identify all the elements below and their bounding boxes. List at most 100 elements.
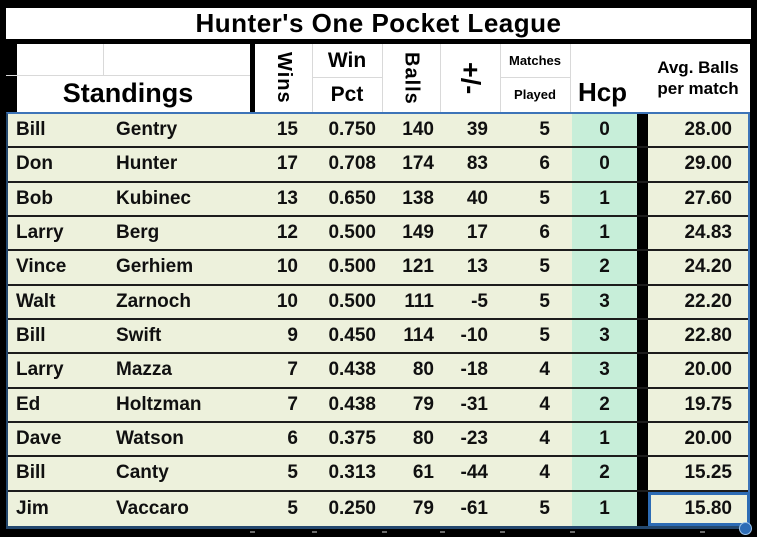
cell-balls[interactable]: 140 bbox=[402, 119, 434, 141]
cell-wins[interactable]: 12 bbox=[276, 222, 298, 244]
cell-avg[interactable]: 19.75 bbox=[684, 393, 732, 415]
cell-last[interactable]: Gentry bbox=[116, 119, 178, 141]
cell-first[interactable]: Ed bbox=[16, 393, 41, 415]
cell-avg[interactable]: 22.80 bbox=[684, 325, 732, 347]
cell-wins[interactable]: 17 bbox=[276, 153, 298, 175]
cell-hcp[interactable]: 2 bbox=[572, 457, 637, 490]
cell-first[interactable]: Bill bbox=[16, 119, 46, 141]
cell-wins[interactable]: 9 bbox=[287, 325, 298, 347]
cell-matches[interactable]: 5 bbox=[539, 187, 550, 209]
cell-avg[interactable]: 28.00 bbox=[684, 119, 732, 141]
cell-hcp[interactable]: 0 bbox=[572, 114, 637, 147]
cell-balls[interactable]: 79 bbox=[412, 497, 434, 519]
cell-last[interactable]: Zarnoch bbox=[116, 290, 191, 312]
cell-hcp[interactable]: 3 bbox=[572, 319, 637, 353]
cell-pm[interactable]: -23 bbox=[460, 428, 488, 450]
cell-pct[interactable]: 0.500 bbox=[328, 290, 376, 312]
cell-pct[interactable]: 0.438 bbox=[328, 393, 376, 415]
cell-hcp[interactable]: 2 bbox=[572, 251, 637, 284]
cell-hcp[interactable]: 2 bbox=[572, 388, 637, 421]
cell-pm[interactable]: 13 bbox=[466, 256, 488, 278]
cell-first[interactable]: Bill bbox=[16, 325, 46, 347]
cell-hcp[interactable]: 1 bbox=[572, 491, 637, 526]
column-header-hcp[interactable]: Hcp bbox=[577, 77, 628, 107]
column-header-win-pct-line1[interactable]: Win bbox=[327, 48, 367, 72]
cell-first[interactable]: Walt bbox=[16, 290, 56, 312]
column-header-matches-line2[interactable]: Played bbox=[514, 87, 556, 102]
cell-first[interactable]: Bob bbox=[16, 187, 53, 209]
cell-pct[interactable]: 0.250 bbox=[328, 497, 376, 519]
cell-hcp[interactable]: 1 bbox=[572, 216, 637, 250]
cell-balls[interactable]: 80 bbox=[412, 428, 434, 450]
cell-balls[interactable]: 138 bbox=[402, 187, 434, 209]
cell-wins[interactable]: 5 bbox=[287, 462, 298, 484]
cell-first[interactable]: Dave bbox=[16, 428, 62, 450]
cell-pm[interactable]: -61 bbox=[460, 497, 488, 519]
column-header-standings[interactable]: Standings bbox=[62, 78, 194, 108]
cell-pct[interactable]: 0.708 bbox=[328, 153, 376, 175]
cell-wins[interactable]: 15 bbox=[276, 119, 298, 141]
cell-last[interactable]: Hunter bbox=[116, 153, 178, 175]
cell-balls[interactable]: 114 bbox=[403, 325, 434, 347]
cell-pct[interactable]: 0.313 bbox=[328, 462, 376, 484]
cell-avg[interactable]: 27.60 bbox=[684, 187, 732, 209]
cell-avg[interactable]: 20.00 bbox=[684, 359, 732, 381]
cell-matches[interactable]: 4 bbox=[539, 393, 550, 415]
cell-pct[interactable]: 0.500 bbox=[328, 256, 376, 278]
cell-balls[interactable]: 121 bbox=[402, 256, 434, 278]
selected-cell-avg[interactable]: 15.80 bbox=[648, 492, 750, 526]
cell-hcp[interactable]: 1 bbox=[572, 182, 637, 215]
cell-hcp[interactable]: 0 bbox=[572, 148, 637, 181]
cell-balls[interactable]: 61 bbox=[412, 462, 434, 484]
cell-last[interactable]: Swift bbox=[116, 325, 162, 347]
cell-last[interactable]: Kubinec bbox=[116, 187, 191, 209]
cell-last[interactable]: Vaccaro bbox=[116, 497, 189, 519]
cell-pct[interactable]: 0.750 bbox=[328, 119, 376, 141]
cell-avg[interactable]: 24.20 bbox=[684, 256, 732, 278]
cell-matches[interactable]: 6 bbox=[539, 153, 550, 175]
cell-first[interactable]: Jim bbox=[16, 497, 49, 519]
column-header-matches-line1[interactable]: Matches bbox=[508, 53, 562, 68]
cell-pm[interactable]: 39 bbox=[466, 119, 488, 141]
column-header-avg-balls[interactable]: Avg. Balls per match bbox=[646, 44, 750, 112]
cell-avg[interactable]: 29.00 bbox=[684, 153, 732, 175]
cell-pm[interactable]: 17 bbox=[466, 222, 488, 244]
cell-pct[interactable]: 0.375 bbox=[328, 428, 376, 450]
cell-avg[interactable]: 15.25 bbox=[684, 462, 732, 484]
cell-hcp[interactable]: 3 bbox=[572, 354, 637, 387]
cell-balls[interactable]: 80 bbox=[412, 359, 434, 381]
cell-last[interactable]: Mazza bbox=[116, 359, 172, 381]
cell-matches[interactable]: 5 bbox=[539, 497, 550, 519]
cell-matches[interactable]: 4 bbox=[539, 428, 550, 450]
cell-first[interactable]: Vince bbox=[16, 256, 67, 278]
cell-wins[interactable]: 7 bbox=[287, 393, 298, 415]
cell-matches[interactable]: 4 bbox=[539, 359, 550, 381]
cell-pm[interactable]: -5 bbox=[471, 290, 488, 312]
cell-pct[interactable]: 0.500 bbox=[328, 222, 376, 244]
column-header-balls[interactable]: Balls bbox=[400, 51, 423, 105]
cell-balls[interactable]: 79 bbox=[412, 393, 434, 415]
cell-pm[interactable]: -10 bbox=[460, 325, 488, 347]
cell-pm[interactable]: -31 bbox=[460, 393, 488, 415]
cell-matches[interactable]: 5 bbox=[539, 290, 550, 312]
column-header-plus-minus[interactable]: +/- bbox=[455, 61, 486, 95]
cell-first[interactable]: Bill bbox=[16, 462, 46, 484]
cell-first[interactable]: Larry bbox=[16, 359, 64, 381]
column-header-wins[interactable]: Wins bbox=[273, 52, 295, 104]
cell-matches[interactable]: 5 bbox=[539, 256, 550, 278]
cell-avg[interactable]: 22.20 bbox=[684, 290, 732, 312]
cell-last[interactable]: Watson bbox=[116, 428, 184, 450]
cell-wins[interactable]: 6 bbox=[287, 428, 298, 450]
cell-last[interactable]: Gerhiem bbox=[116, 256, 194, 278]
cell-wins[interactable]: 10 bbox=[276, 290, 298, 312]
cell-hcp[interactable]: 3 bbox=[572, 285, 637, 318]
cell-last[interactable]: Canty bbox=[116, 462, 169, 484]
cell-balls[interactable]: 174 bbox=[402, 153, 434, 175]
cell-balls[interactable]: 149 bbox=[402, 222, 434, 244]
cell-first[interactable]: Larry bbox=[16, 222, 64, 244]
cell-pm[interactable]: -18 bbox=[460, 359, 488, 381]
cell-avg[interactable]: 24.83 bbox=[684, 222, 732, 244]
selection-fill-handle[interactable] bbox=[739, 522, 752, 535]
cell-pm[interactable]: 83 bbox=[466, 153, 488, 175]
cell-first[interactable]: Don bbox=[16, 153, 53, 175]
